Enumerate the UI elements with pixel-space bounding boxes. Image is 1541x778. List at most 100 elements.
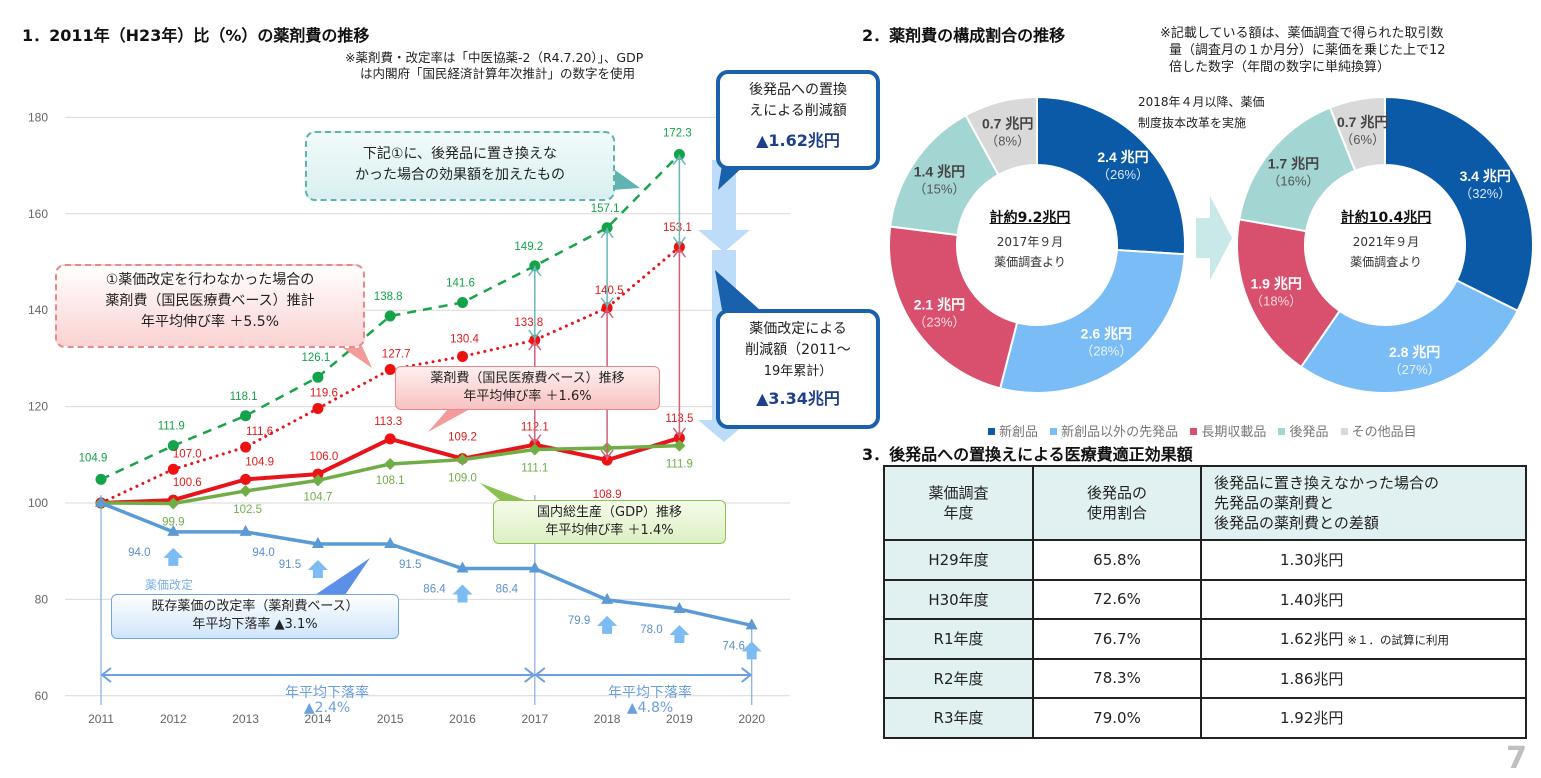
callout-line: 19年累計） — [763, 364, 833, 379]
data-label: 133.8 — [514, 317, 543, 329]
x-tick-label: 2014 — [305, 712, 332, 726]
slice-percent-label: （16%） — [1267, 174, 1319, 189]
data-point — [240, 473, 252, 485]
data-label: 108.1 — [376, 475, 405, 487]
data-point-triangle — [239, 524, 252, 536]
callout-line: 薬価改定による — [749, 321, 847, 337]
data-label: 138.8 — [374, 291, 403, 303]
donut-slice — [1384, 95, 1534, 313]
data-label: 107.0 — [173, 448, 202, 460]
data-point-triangle — [456, 561, 469, 573]
arrow-head — [600, 308, 614, 319]
x-tick-label: 2020 — [738, 712, 765, 726]
data-label: 172.3 — [663, 128, 692, 140]
data-label: 113.3 — [374, 416, 402, 428]
arrow-head — [528, 266, 542, 277]
callout-line: 薬剤費（国民医療費ベース）推計 — [105, 293, 315, 309]
legend-label: その他品目 — [1351, 425, 1417, 440]
x-tick-label: 2012 — [160, 712, 187, 726]
x-tick-label: 2015 — [377, 712, 404, 726]
series-line — [99, 245, 681, 505]
legend-swatch — [1278, 428, 1286, 435]
donut-slice — [1299, 279, 1519, 394]
legend-item: 新創品 — [980, 425, 1038, 440]
y-tick-label: 120 — [28, 400, 48, 414]
legend-item: 後発品 — [1270, 425, 1328, 440]
callout-tail — [428, 409, 470, 432]
amount-value: 1.30兆円 — [1280, 551, 1344, 570]
cell-amount: 1.40兆円 — [1200, 578, 1527, 620]
callout-revision-rate: 既存薬価の改定率（薬剤費ベース） 年平均下落率 ▲3.1% — [111, 594, 399, 639]
data-label: 106.0 — [310, 451, 339, 463]
callout-line: かった場合の効果額を加えたもの — [355, 167, 565, 183]
arrow-head — [528, 434, 542, 444]
data-label: 94.0 — [252, 547, 274, 559]
callout-line: 薬剤費（国民医療費ベース）推移 — [430, 371, 625, 386]
donut2-subtitle: 2021年９月 — [1352, 235, 1420, 249]
amount-value: 1.62兆円 — [1280, 630, 1344, 649]
decline-value: ▲2.4% — [303, 700, 351, 716]
data-label: 104.9 — [245, 456, 274, 468]
decline-period-2: 年平均下落率 ▲4.8% — [595, 682, 705, 716]
arrow-head — [741, 667, 753, 683]
data-point-triangle — [167, 524, 180, 536]
cell-amount: 1.62兆円 ※１．の試算に利用 — [1200, 618, 1527, 660]
amount-value: 1.40兆円 — [1280, 590, 1344, 609]
x-tick-label: 2016 — [449, 712, 476, 726]
donut1-total: 計約9.2兆円 — [989, 210, 1071, 226]
x-tick-label: 2018 — [594, 712, 621, 726]
cell-share: 79.0% — [1032, 697, 1202, 739]
legend-item: 長期収載品 — [1182, 425, 1266, 440]
data-label: 74.6 — [723, 640, 745, 652]
section1-note-line1: ※薬剤費・改定率は「中医協薬-2（R4.7.20）」、GDP — [345, 50, 644, 65]
x-tick-label: 2013 — [232, 712, 259, 726]
data-label: 102.5 — [233, 504, 262, 516]
cell-amount: 1.86兆円 — [1200, 657, 1527, 699]
data-label: 153.1 — [663, 222, 692, 234]
x-tick-label: 2017 — [521, 712, 548, 726]
cell-year: H29年度 — [883, 539, 1034, 581]
cell-share: 76.7% — [1032, 618, 1202, 660]
data-label: 94.0 — [128, 547, 150, 559]
revision-arrow-icon — [452, 584, 473, 603]
x-tick-label: 2019 — [666, 712, 693, 726]
data-point-diamond — [673, 439, 686, 452]
decline-value: ▲4.8% — [626, 700, 674, 716]
callout-line: 年平均伸び率 ＋1.6% — [463, 389, 592, 404]
callout-line: 後発品への置換 — [749, 82, 847, 98]
callout-tail — [715, 270, 760, 310]
y-tick-label: 140 — [28, 303, 48, 317]
table-header-row: 薬価調査 年度 後発品の 使用割合 後発品に置き換えなかった場合の 先発品の薬剤費と後… — [883, 465, 1527, 541]
savings-table: 薬価調査 年度 後発品の 使用割合 後発品に置き換えなかった場合の 先発品の薬剤費と後… — [883, 465, 1527, 739]
generic-savings-amount: ▲1.62兆円 — [756, 131, 840, 150]
data-label: 99.9 — [162, 516, 184, 528]
data-label: 118.1 — [230, 391, 258, 403]
series-line — [100, 501, 753, 628]
donut-slice — [1328, 95, 1386, 173]
donut-slice — [964, 95, 1038, 177]
x-tick-label: 2011 — [88, 712, 114, 726]
data-label: 111.6 — [246, 426, 273, 438]
callout-line: 国内総生産（GDP）推移 — [537, 505, 682, 520]
savings-arrow-icon — [698, 160, 750, 252]
cell-year: H30年度 — [883, 578, 1034, 620]
legend-item: 新創品以外の先発品 — [1042, 425, 1178, 440]
arrow-head — [534, 667, 546, 683]
slice-value-label: 3.4 兆円 — [1460, 168, 1511, 184]
data-point-diamond — [239, 484, 252, 497]
data-label: 141.6 — [446, 277, 475, 289]
data-point-triangle — [745, 618, 758, 630]
data-point-diamond — [167, 497, 180, 510]
revision-label: 薬価改定 — [145, 578, 194, 592]
data-point — [384, 433, 396, 445]
donut-slice — [998, 248, 1186, 394]
callout-gdp-trend: 国内総生産（GDP）推移 年平均伸び率 ＋1.4% — [493, 500, 726, 544]
data-point — [167, 463, 179, 475]
donut2-subtitle: 薬価調査より — [1350, 255, 1422, 269]
data-label: 100.6 — [173, 477, 202, 489]
arrow-head — [672, 155, 687, 165]
callout-tail — [480, 483, 525, 500]
data-point-diamond — [311, 474, 324, 487]
callout-generic-replacement: 下記①に、後発品に置き換えな かった場合の効果額を加えたもの — [305, 131, 615, 201]
slice-value-label: 0.7 兆円 — [1337, 114, 1388, 130]
